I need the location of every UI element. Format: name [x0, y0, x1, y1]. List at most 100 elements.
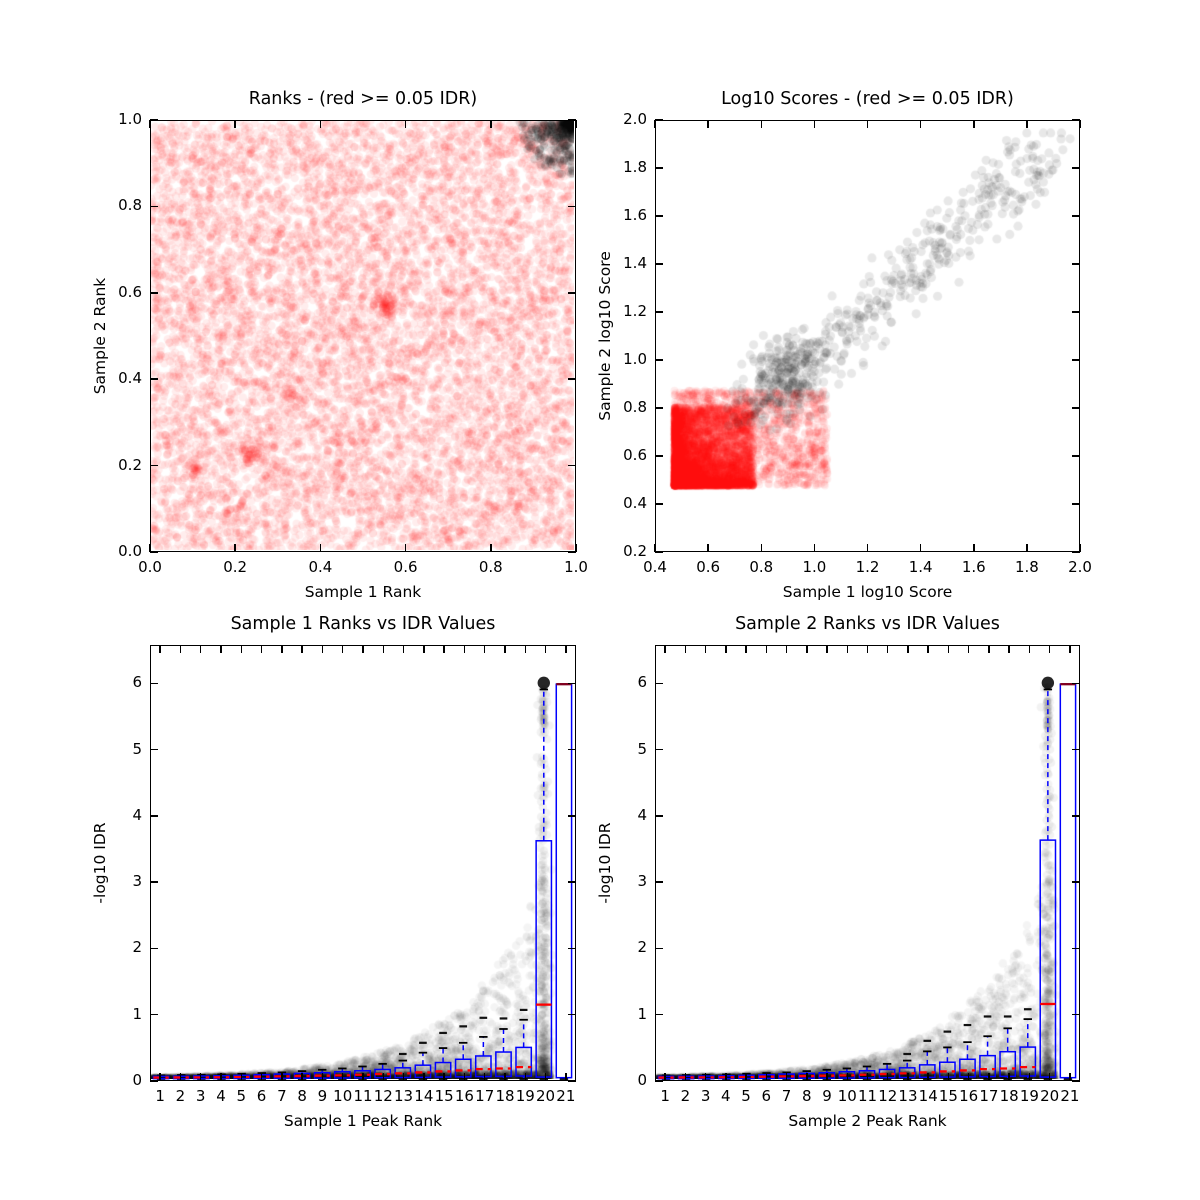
- box-rank-6: [253, 1073, 271, 1080]
- x-tick-top: [1026, 120, 1028, 128]
- box-rank-1: [657, 1075, 675, 1080]
- box-rank-20: [535, 840, 553, 1078]
- x-tick-label: 5: [236, 1087, 247, 1105]
- x-tick-top: [866, 645, 869, 653]
- x-tick-top: [967, 645, 970, 653]
- box-rank-21: [1059, 683, 1077, 1079]
- x-tick-label: 7: [277, 1087, 287, 1105]
- y-tick-label: 6: [132, 673, 142, 692]
- y-tick-label: 1: [637, 1004, 647, 1023]
- x-tick-top: [544, 645, 547, 653]
- y-tick-right: [568, 815, 576, 817]
- box-rank-18: [999, 1050, 1017, 1078]
- x-tick-label: 8: [802, 1087, 812, 1105]
- scores-scatter-ylabel: Sample 2 log10 Score: [596, 251, 614, 421]
- x-tick-top: [846, 645, 848, 653]
- y-tick-right: [568, 551, 576, 553]
- x-tick-top: [707, 120, 709, 128]
- x-tick-top: [1069, 645, 1071, 653]
- x-tick: [234, 544, 236, 552]
- box-rank-4: [213, 1075, 230, 1080]
- y-tick-label: 2: [132, 938, 142, 957]
- y-tick: [655, 881, 663, 883]
- y-tick: [150, 378, 158, 380]
- x-tick-label: 1.0: [802, 558, 827, 576]
- y-tick-label: 0.4: [118, 369, 142, 388]
- y-tick-label: 1.2: [623, 302, 647, 320]
- x-tick-top: [260, 645, 263, 653]
- y-tick: [655, 215, 663, 217]
- y-tick-right: [1072, 455, 1080, 457]
- x-tick-label: 17: [979, 1087, 999, 1105]
- y-tick-right: [1072, 1013, 1080, 1016]
- y-tick-right: [568, 947, 576, 950]
- y-tick-right: [568, 378, 576, 380]
- x-tick: [1028, 1073, 1031, 1081]
- x-tick-label: 19: [515, 1087, 535, 1105]
- x-tick-label: 3: [700, 1087, 711, 1105]
- box-rank-11: [354, 1070, 371, 1079]
- x-tick-top: [654, 120, 656, 128]
- y-tick-label: 1.6: [623, 206, 647, 224]
- x-tick: [483, 1073, 486, 1081]
- x-tick-top: [973, 120, 975, 128]
- y-tick-right: [568, 682, 576, 685]
- y-tick: [655, 551, 663, 553]
- y-tick-right: [1072, 815, 1080, 817]
- x-tick-top: [684, 645, 687, 653]
- box-rank-9: [313, 1071, 331, 1079]
- y-tick: [655, 407, 663, 409]
- y-tick: [655, 359, 663, 361]
- y-tick: [655, 311, 663, 313]
- y-tick-label: 0: [132, 1071, 142, 1089]
- x-tick-label: 20: [536, 1087, 556, 1105]
- x-tick-label: 9: [317, 1087, 328, 1105]
- x-tick-top: [443, 645, 445, 653]
- y-tick: [655, 815, 663, 817]
- y-tick-label: 6: [637, 673, 647, 692]
- x-tick: [967, 1073, 970, 1081]
- x-tick: [919, 544, 922, 552]
- y-tick-right: [1072, 263, 1080, 265]
- x-tick-label: 14: [414, 1087, 434, 1105]
- ranks-scatter-ylabel: Sample 2 Rank: [91, 277, 109, 395]
- x-tick-top: [919, 120, 922, 128]
- y-tick-right: [568, 748, 576, 751]
- sample2-idr-xlabel: Sample 2 Peak Rank: [788, 1112, 947, 1130]
- x-tick-top: [907, 645, 909, 653]
- x-tick: [654, 544, 656, 552]
- x-tick: [866, 1073, 869, 1081]
- box-rank-15: [938, 1061, 956, 1078]
- x-tick: [341, 1073, 344, 1081]
- box-rank-5: [233, 1074, 251, 1080]
- x-tick-top: [826, 645, 828, 653]
- x-tick-top: [402, 645, 405, 653]
- box-rank-20: [1039, 839, 1057, 1078]
- x-tick-label: 1.8: [1014, 558, 1039, 576]
- box-rank-12: [374, 1068, 392, 1079]
- x-tick-top: [806, 645, 808, 653]
- y-tick-right: [1072, 503, 1080, 505]
- x-tick-top: [760, 120, 762, 128]
- y-tick: [150, 682, 158, 685]
- y-tick: [655, 503, 663, 505]
- x-tick: [1079, 544, 1081, 552]
- x-tick: [947, 1073, 950, 1081]
- y-tick-label: 0.6: [118, 282, 142, 301]
- x-tick-label: 0.6: [393, 558, 418, 576]
- x-tick-top: [725, 645, 727, 653]
- x-tick-top: [404, 120, 407, 128]
- y-tick: [150, 205, 158, 208]
- box-rank-13: [394, 1067, 412, 1079]
- x-tick-top: [745, 645, 747, 653]
- box-rank-9: [818, 1071, 836, 1079]
- x-tick: [973, 544, 975, 552]
- x-tick-top: [504, 645, 506, 653]
- box-rank-17: [474, 1055, 492, 1078]
- scatter-points-canvas: [151, 121, 574, 550]
- x-tick: [179, 1073, 182, 1081]
- x-tick-label: 1: [155, 1087, 165, 1105]
- y-tick: [655, 682, 663, 685]
